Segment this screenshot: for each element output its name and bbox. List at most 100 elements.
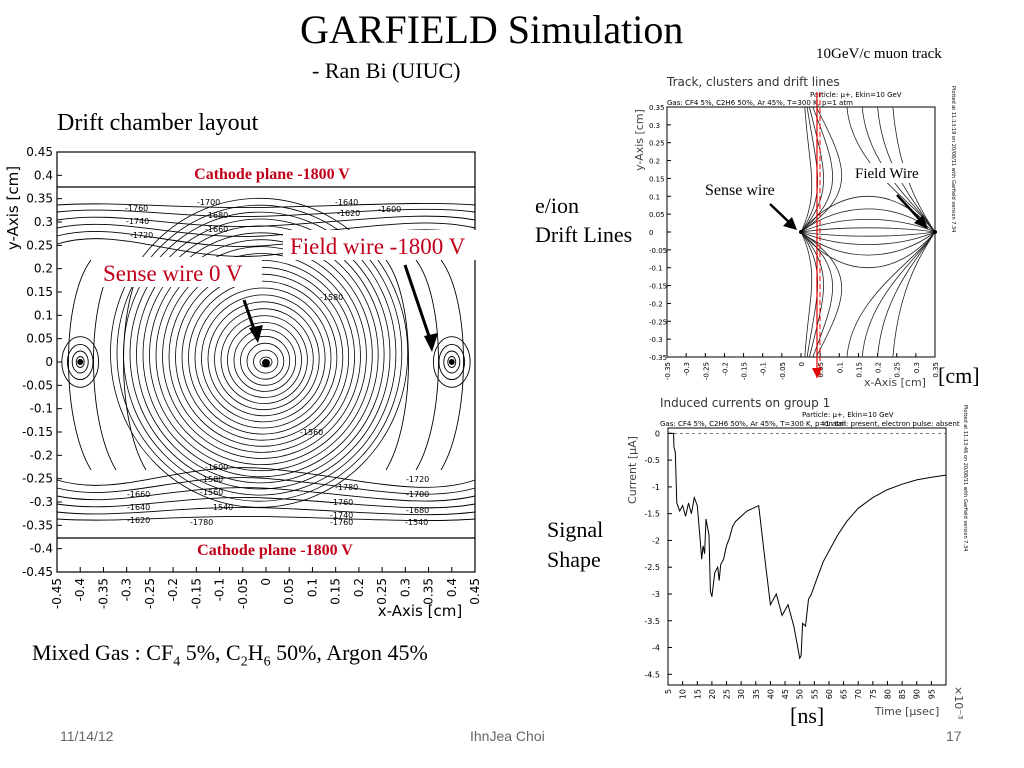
current-x-tick-label: 20 <box>708 689 717 699</box>
sense-wire-contour <box>188 280 338 435</box>
muon-track-arrowhead <box>812 368 822 378</box>
layout-x-tick-label: -0.25 <box>143 578 157 609</box>
drift-sense-wire <box>799 230 803 234</box>
driftlines-y-ticks: 0.35 0.3 0.25 0.2 0.15 0.1 0.05 0 -0.05 -0.1 -0.15… <box>649 104 671 362</box>
layout-x-tick-label: 0.3 <box>398 578 412 597</box>
contour-value-label: -1700 <box>406 490 429 499</box>
layout-y-tick-label: 0.4 <box>34 168 53 182</box>
contour-value-label: -1620 <box>337 209 360 218</box>
driftlines-x-axis-label: x-Axis [cm] <box>864 376 926 389</box>
contour-value-label: -1740 <box>330 511 353 520</box>
field-wire-marker <box>77 359 84 365</box>
field-wire-label-bg <box>283 230 489 260</box>
sense-wire-contour <box>155 246 367 466</box>
current-x-tick-label: 65 <box>840 689 849 699</box>
field-wire-contour <box>66 343 94 381</box>
contour-value-label: -1560 <box>200 488 223 497</box>
sense-wire-contour <box>142 232 379 478</box>
sense-wire-contour <box>175 266 350 447</box>
drift-line-bottom <box>800 231 824 358</box>
layout-y-axis-label: y-Axis [cm] <box>4 166 22 250</box>
cathode-contour-bottom <box>56 467 476 488</box>
driftlines-y-tick-label: 0.15 <box>649 175 665 183</box>
layout-x-tick-label: 0.45 <box>468 578 482 605</box>
driftlines-side-note: Plotted at 11:13:19 on 20/08/11 with Gar… <box>950 86 956 232</box>
drift-line-field-bottom <box>846 231 936 358</box>
driftlines-y-tick-label: -0.05 <box>649 247 667 255</box>
layout-y-tick-label: 0.15 <box>26 285 53 299</box>
driftlines-title: Track, clusters and drift lines <box>666 75 840 89</box>
gas-cf-sub: 4 <box>173 654 181 670</box>
current-series-line <box>668 432 947 660</box>
outer-contour-right <box>385 259 409 471</box>
cathode-contour-bottom <box>56 497 476 509</box>
current-x-tick-label: 35 <box>752 689 761 699</box>
current-x-multiplier: ×10⁻³ <box>952 686 965 719</box>
gas-cf-rest: 5%, C <box>180 640 241 665</box>
drift-line-field-bottom <box>892 231 936 358</box>
outer-contour-left <box>68 259 92 471</box>
cathode-top-label: Cathode plane -1800 V <box>194 166 350 183</box>
current-y-ticks: 0 -0.5 -1 -1.5 -2 -2.5 -3 -3.5 -4 -4.5 <box>644 429 672 679</box>
sense-wire-contour <box>220 315 308 405</box>
sense-wire-contour <box>240 335 291 386</box>
sense-wire-contour <box>214 308 314 411</box>
sense-wire-contour <box>116 204 403 502</box>
contour-value-label: -1640 <box>335 198 358 207</box>
field-wire-contour <box>438 343 466 381</box>
driftlines-y-tick-label: 0.25 <box>649 140 665 148</box>
gas-h-sub: 6 <box>263 654 271 670</box>
driftlines-x-tick-label: -0.1 <box>760 362 768 376</box>
layout-y-tick-label: 0.1 <box>34 308 53 322</box>
drift-line-top <box>800 106 818 233</box>
current-subtitle: Particle: μ+, Ekin=10 GeV <box>802 411 894 419</box>
field-wire-label: Field wire -1800 V <box>290 234 466 259</box>
contour-value-label: -1760 <box>125 204 148 213</box>
driftlines-x-tick-label: 0.1 <box>836 362 844 373</box>
eion-label-line2: Drift Lines <box>535 222 633 247</box>
layout-x-tick-label: 0.05 <box>282 578 296 605</box>
page-title: GARFIELD Simulation <box>300 7 684 52</box>
sense-wire-callout-arrowhead <box>783 217 797 230</box>
layout-y-tick-label: -0.1 <box>30 402 53 416</box>
driftlines-x-tick-label: 0.3 <box>913 362 921 373</box>
field-wire-contour <box>443 350 461 374</box>
current-x-ticks: 5 10 15 20 25 30 35 40 45 50 55 60 65 70 75 80 85 90 95 <box>664 681 936 699</box>
layout-y-tick-label: 0.25 <box>26 238 53 252</box>
driftlines-y-tick-label: 0 <box>649 229 653 237</box>
signal-label-line1: Signal <box>547 517 604 542</box>
current-frame <box>667 427 947 686</box>
contour-value-label: -1760 <box>330 498 353 507</box>
driftlines-x-tick-label: -0.3 <box>683 362 691 376</box>
outer-contour-right <box>440 259 464 471</box>
muon-track-label: 10GeV/c muon track <box>816 46 942 62</box>
current-y-tick-label: 0 <box>655 429 660 438</box>
current-x-tick-label: 40 <box>766 689 775 699</box>
footer-date: 11/14/12 <box>60 728 114 744</box>
layout-x-ticks: -0.45 -0.4 -0.35 -0.3 -0.25 -0.2 -0.15 -0.1 -0.0… <box>50 567 482 609</box>
field-wire-contour <box>447 356 457 368</box>
sense-wire-label-bg <box>96 257 262 287</box>
current-x-tick-label: 15 <box>693 689 702 699</box>
layout-y-tick-label: -0.4 <box>30 542 53 556</box>
sense-wire-contour <box>162 253 361 459</box>
field-wire-callout-arrowhead <box>914 215 928 229</box>
layout-x-tick-label: -0.45 <box>50 578 64 609</box>
gas-h: H <box>247 640 264 665</box>
contour-value-label: -1600 <box>378 205 401 214</box>
driftlines-y-tick-label: -0.15 <box>649 283 667 291</box>
current-y-tick-label: -2 <box>652 536 660 545</box>
contour-value-label: -1740 <box>126 217 149 226</box>
contour-value-label: -1540 <box>405 518 428 527</box>
driftlines-y-tick-label: -0.3 <box>649 336 663 344</box>
driftlines-y-axis-label: y-Axis [cm] <box>633 109 646 171</box>
sense-wire-contour <box>207 301 320 417</box>
current-y-tick-label: -4 <box>652 644 660 653</box>
current-x-tick-label: 30 <box>737 689 746 699</box>
driftlines-x-tick-label: 0.25 <box>894 362 902 378</box>
current-x-tick-label: 45 <box>781 689 790 699</box>
field-wire-callout-arrow <box>896 194 923 223</box>
current-y-tick-label: -3 <box>652 590 660 599</box>
current-x-tick-label: 95 <box>927 689 936 699</box>
contour-value-label: -1540 <box>210 503 233 512</box>
